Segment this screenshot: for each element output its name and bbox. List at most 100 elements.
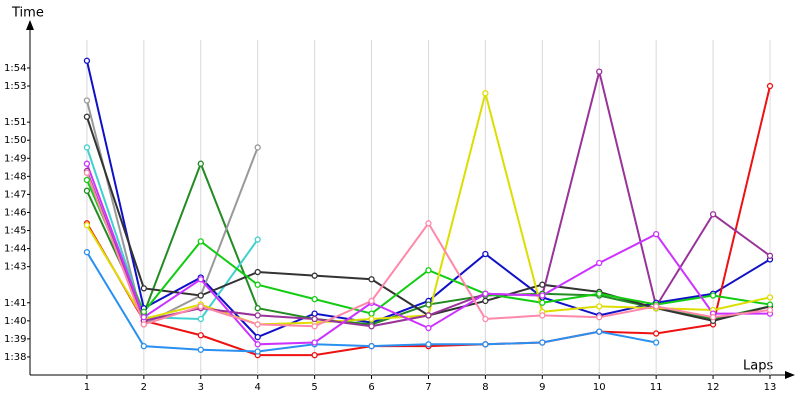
x-tick-label: 11 bbox=[650, 382, 663, 393]
point bbox=[254, 321, 261, 328]
point bbox=[539, 299, 546, 306]
point bbox=[311, 323, 318, 330]
y-axis-title: Time bbox=[11, 6, 44, 21]
series-line bbox=[85, 100, 259, 326]
point bbox=[368, 323, 375, 330]
point bbox=[709, 314, 717, 321]
point bbox=[539, 312, 546, 319]
point bbox=[83, 221, 91, 229]
point bbox=[539, 281, 546, 288]
point bbox=[368, 342, 375, 350]
x-tick-label: 12 bbox=[707, 382, 720, 393]
point bbox=[140, 314, 147, 321]
point bbox=[596, 259, 603, 267]
point bbox=[83, 97, 91, 104]
point bbox=[596, 290, 603, 297]
point bbox=[311, 310, 318, 317]
x-axis-title: Laps bbox=[743, 359, 773, 374]
point bbox=[254, 281, 261, 288]
point bbox=[254, 341, 261, 348]
point bbox=[254, 236, 261, 243]
x-tick-label: 4 bbox=[255, 382, 261, 393]
point bbox=[425, 220, 432, 227]
point bbox=[653, 230, 660, 238]
x-tick-label: 8 bbox=[482, 382, 488, 393]
point bbox=[766, 82, 774, 90]
point bbox=[83, 57, 91, 64]
point bbox=[482, 297, 489, 305]
plot-area bbox=[83, 57, 774, 359]
point bbox=[482, 290, 489, 297]
point bbox=[140, 321, 147, 328]
point bbox=[83, 113, 91, 120]
y-tick-label: 1:39 bbox=[4, 334, 26, 345]
point bbox=[254, 348, 261, 355]
x-tick-label: 3 bbox=[198, 382, 204, 393]
point bbox=[368, 310, 375, 317]
y-tick-label: 1:47 bbox=[4, 189, 26, 200]
point bbox=[140, 285, 147, 292]
x-tick-label: 6 bbox=[368, 382, 374, 393]
point bbox=[254, 268, 261, 276]
y-tick-label: 1:43 bbox=[4, 262, 26, 273]
point bbox=[368, 276, 375, 283]
point bbox=[197, 160, 204, 167]
point bbox=[83, 249, 91, 256]
point bbox=[766, 306, 774, 314]
point bbox=[766, 301, 774, 308]
y-tick-label: 1:40 bbox=[4, 316, 26, 327]
point bbox=[539, 292, 546, 299]
y-tick-label: 1:38 bbox=[4, 352, 26, 363]
point bbox=[766, 294, 774, 301]
point bbox=[254, 312, 261, 319]
y-tick-label: 1:50 bbox=[4, 135, 26, 146]
point bbox=[197, 238, 204, 245]
point bbox=[197, 346, 204, 353]
point bbox=[368, 297, 375, 305]
point bbox=[197, 303, 204, 310]
point bbox=[197, 332, 204, 339]
point bbox=[83, 144, 91, 151]
point bbox=[709, 292, 717, 299]
point bbox=[596, 314, 603, 321]
point bbox=[425, 312, 432, 319]
x-axis-arrow bbox=[785, 371, 795, 379]
point bbox=[140, 308, 147, 315]
x-tick-label: 9 bbox=[539, 382, 545, 393]
point bbox=[83, 169, 91, 176]
x-tick-label: 13 bbox=[764, 382, 777, 393]
point bbox=[596, 303, 603, 310]
point bbox=[709, 211, 717, 218]
point bbox=[596, 328, 603, 335]
y-tick-label: 1:53 bbox=[4, 81, 26, 92]
point bbox=[311, 351, 318, 359]
point bbox=[425, 301, 432, 308]
point bbox=[482, 341, 489, 348]
point bbox=[254, 333, 261, 341]
point bbox=[766, 252, 774, 259]
y-tick-label: 1:54 bbox=[4, 63, 26, 74]
y-axis-arrow bbox=[26, 20, 34, 30]
point bbox=[83, 187, 91, 194]
point bbox=[254, 305, 261, 312]
x-tick-label: 2 bbox=[141, 382, 147, 393]
point bbox=[368, 315, 375, 323]
point bbox=[425, 324, 432, 332]
series-line bbox=[85, 147, 259, 321]
point bbox=[425, 267, 432, 274]
x-tick-label: 7 bbox=[425, 382, 431, 393]
point bbox=[653, 339, 660, 346]
point bbox=[653, 303, 660, 310]
point bbox=[254, 144, 261, 151]
y-tick-label: 1:45 bbox=[4, 226, 26, 237]
y-tick-label: 1:49 bbox=[4, 153, 26, 164]
y-tick-label: 1:48 bbox=[4, 171, 26, 182]
x-tick-label: 10 bbox=[593, 382, 606, 393]
point bbox=[539, 339, 546, 346]
y-tick-label: 1:44 bbox=[4, 244, 26, 255]
y-tick-label: 1:51 bbox=[4, 117, 26, 128]
point bbox=[482, 250, 489, 258]
point bbox=[311, 295, 318, 303]
point bbox=[140, 342, 147, 350]
